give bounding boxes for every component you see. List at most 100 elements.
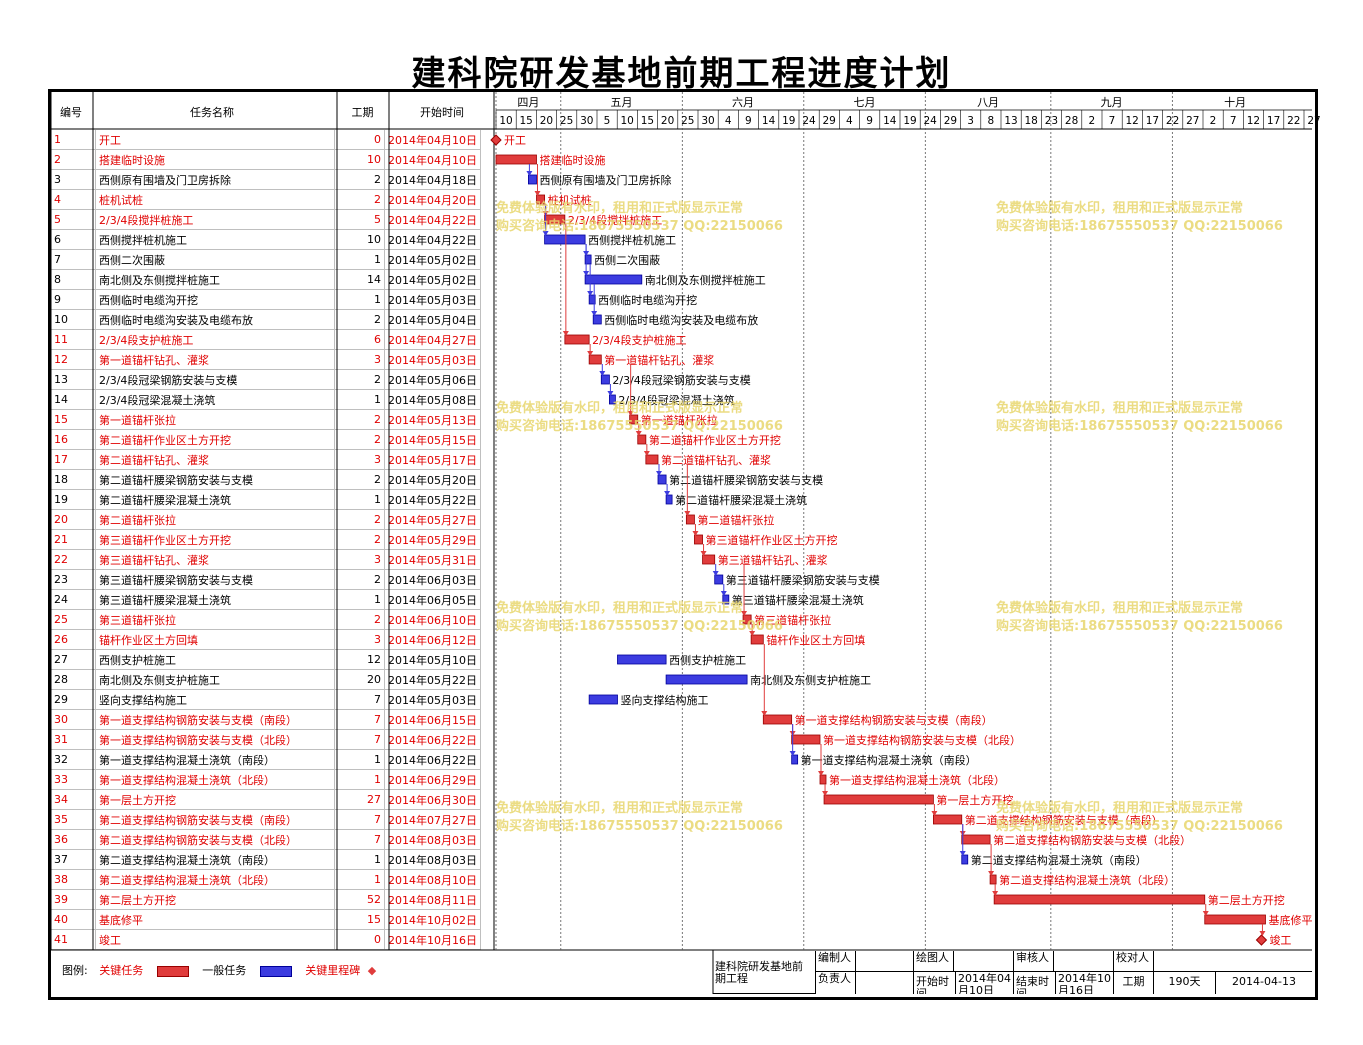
task-start: 2014年05月29日 [384,529,481,550]
task-start: 2014年05月13日 [384,409,481,430]
task-duration: 1 [334,869,385,890]
header-id: 编号 [60,106,82,119]
watermark-line1: 免费体验版有水印，租用和正式版显示正常 [996,401,1244,416]
day-label: 4 [725,115,732,127]
task-id: 22 [51,549,96,570]
footer-project: 建科院研发基地前期工程 [713,951,816,994]
task-name: 第三道锚杆腰梁钢筋安装与支模 [95,569,335,590]
task-id: 27 [51,649,96,670]
task-row: 41 竣工 0 2014年10月16日 [51,929,481,950]
task-start: 2014年06月10日 [384,609,481,630]
task-name: 搭建临时设施 [95,149,335,170]
bar-label: 竣工 [1269,933,1291,947]
task-id: 18 [51,469,96,490]
task-row: 7 西侧二次围蔽 1 2014年05月02日 [51,249,481,270]
day-label: 17 [1146,115,1159,127]
task-start: 2014年05月15日 [384,429,481,450]
task-row: 8 南北侧及东侧搅拌桩施工 14 2014年05月02日 [51,269,481,290]
task-start: 2014年06月12日 [384,629,481,650]
day-label: 28 [1065,115,1078,127]
task-id: 31 [51,729,96,750]
task-start: 2014年05月17日 [384,449,481,470]
task-duration: 1 [334,589,385,610]
critical-task-bar [750,634,764,645]
task-start: 2014年04月10日 [384,130,481,150]
milestone-diamond-icon [490,134,502,146]
task-duration: 7 [334,829,385,850]
normal-task-bar [657,474,667,485]
normal-task-bar [592,314,602,325]
task-start: 2014年06月22日 [384,729,481,750]
day-label: 19 [903,115,916,127]
task-name: 第一道锚杆钻孔、灌浆 [95,349,335,370]
footer-date: 2014-04-13 [1232,975,1296,988]
task-duration: 1 [334,849,385,870]
task-id: 25 [51,609,96,630]
task-name: 第三道锚杆作业区土方开挖 [95,529,335,550]
critical-task-bar [495,154,537,165]
day-label: 30 [580,115,593,127]
task-id: 20 [51,509,96,530]
critical-task-bar [564,334,590,345]
watermark-line2: 购买咨询电话:18675550537 QQ:22150066 [496,619,783,634]
task-start: 2014年08月10日 [384,869,481,890]
task-row: 26 锚杆作业区土方回填 3 2014年06月12日 [51,629,481,650]
bar-label: 基底修平 [1269,913,1313,927]
task-duration: 14 [334,269,385,290]
dependency-arrow [656,471,662,476]
bar-label: 第二道支撑结构混凝土浇筑（北段） [999,873,1175,887]
critical-task-bar [702,554,716,565]
watermark-text: 免费体验版有水印，租用和正式版显示正常 购买咨询电话:18675550537 QQ… [496,400,783,436]
day-label: 30 [701,115,714,127]
legend-milestone-label: 关键里程碑 [305,964,361,977]
task-duration: 3 [334,549,385,570]
header-start: 开始时间 [420,106,464,119]
dependency-arrow [818,771,824,776]
legend-label: 图例: [62,964,88,977]
month-label: 五月 [611,96,633,109]
task-name: 第二道支撑结构混凝土浇筑（南段） [95,849,335,870]
task-id: 40 [51,909,96,930]
task-row: 39 第二层土方开挖 52 2014年08月11日 [51,889,481,910]
critical-task-bar [742,614,752,625]
day-label: 4 [846,115,853,127]
footer-reviewer-label: 审核人 [1014,951,1054,972]
task-id: 9 [51,289,96,310]
task-start: 2014年05月03日 [384,689,481,710]
day-label: 25 [560,115,573,127]
bar-label: 南北侧及东侧搅拌桩施工 [645,273,766,287]
critical-task-bar [544,214,566,225]
day-label: 10 [499,115,512,127]
task-duration: 7 [334,709,385,730]
task-id: 41 [51,929,96,950]
day-label: 29 [944,115,957,127]
day-label: 12 [1126,115,1139,127]
task-name: 第一道支撑结构钢筋安装与支模（北段） [95,729,335,750]
critical-task-bar [588,354,602,365]
bar-label: 第二道锚杆腰梁混凝土浇筑 [675,493,807,507]
bar-label: 第三道锚杆腰梁混凝土浇筑 [732,593,864,607]
task-duration: 2 [334,189,385,210]
watermark-text: 免费体验版有水印，租用和正式版显示正常 购买咨询电话:18675550537 QQ… [496,200,783,236]
task-name: 第二道支撑结构混凝土浇筑（北段） [95,869,335,890]
task-row: 23 第三道锚杆腰梁钢筋安装与支模 2 2014年06月03日 [51,569,481,590]
task-name: 第二道锚杆腰梁混凝土浇筑 [95,489,335,510]
footer-owner-value [856,972,914,994]
task-name: 西侧支护桩施工 [95,649,335,670]
bar-label: 第一道锚杆张拉 [641,413,718,427]
task-name: 第一层土方开挖 [95,789,335,810]
month-label: 十月 [1224,95,1246,109]
footer-start-label: 开始时间 [914,972,956,994]
watermark-line2: 购买咨询电话:18675550537 QQ:22150066 [496,219,783,234]
task-duration: 10 [334,229,385,250]
day-label: 8 [987,115,994,127]
dependency-arrow [931,811,938,816]
bar-label: 锚杆作业区土方回填 [766,633,865,647]
day-label: 2 [1088,115,1095,127]
task-duration: 1 [334,769,385,790]
task-start: 2014年05月10日 [384,649,481,670]
bar-label: 第一道支撑结构混凝土浇筑（北段） [829,773,1005,787]
bar-label: 搭建临时设施 [540,153,606,167]
task-id: 19 [51,489,96,510]
task-duration: 15 [334,909,385,930]
